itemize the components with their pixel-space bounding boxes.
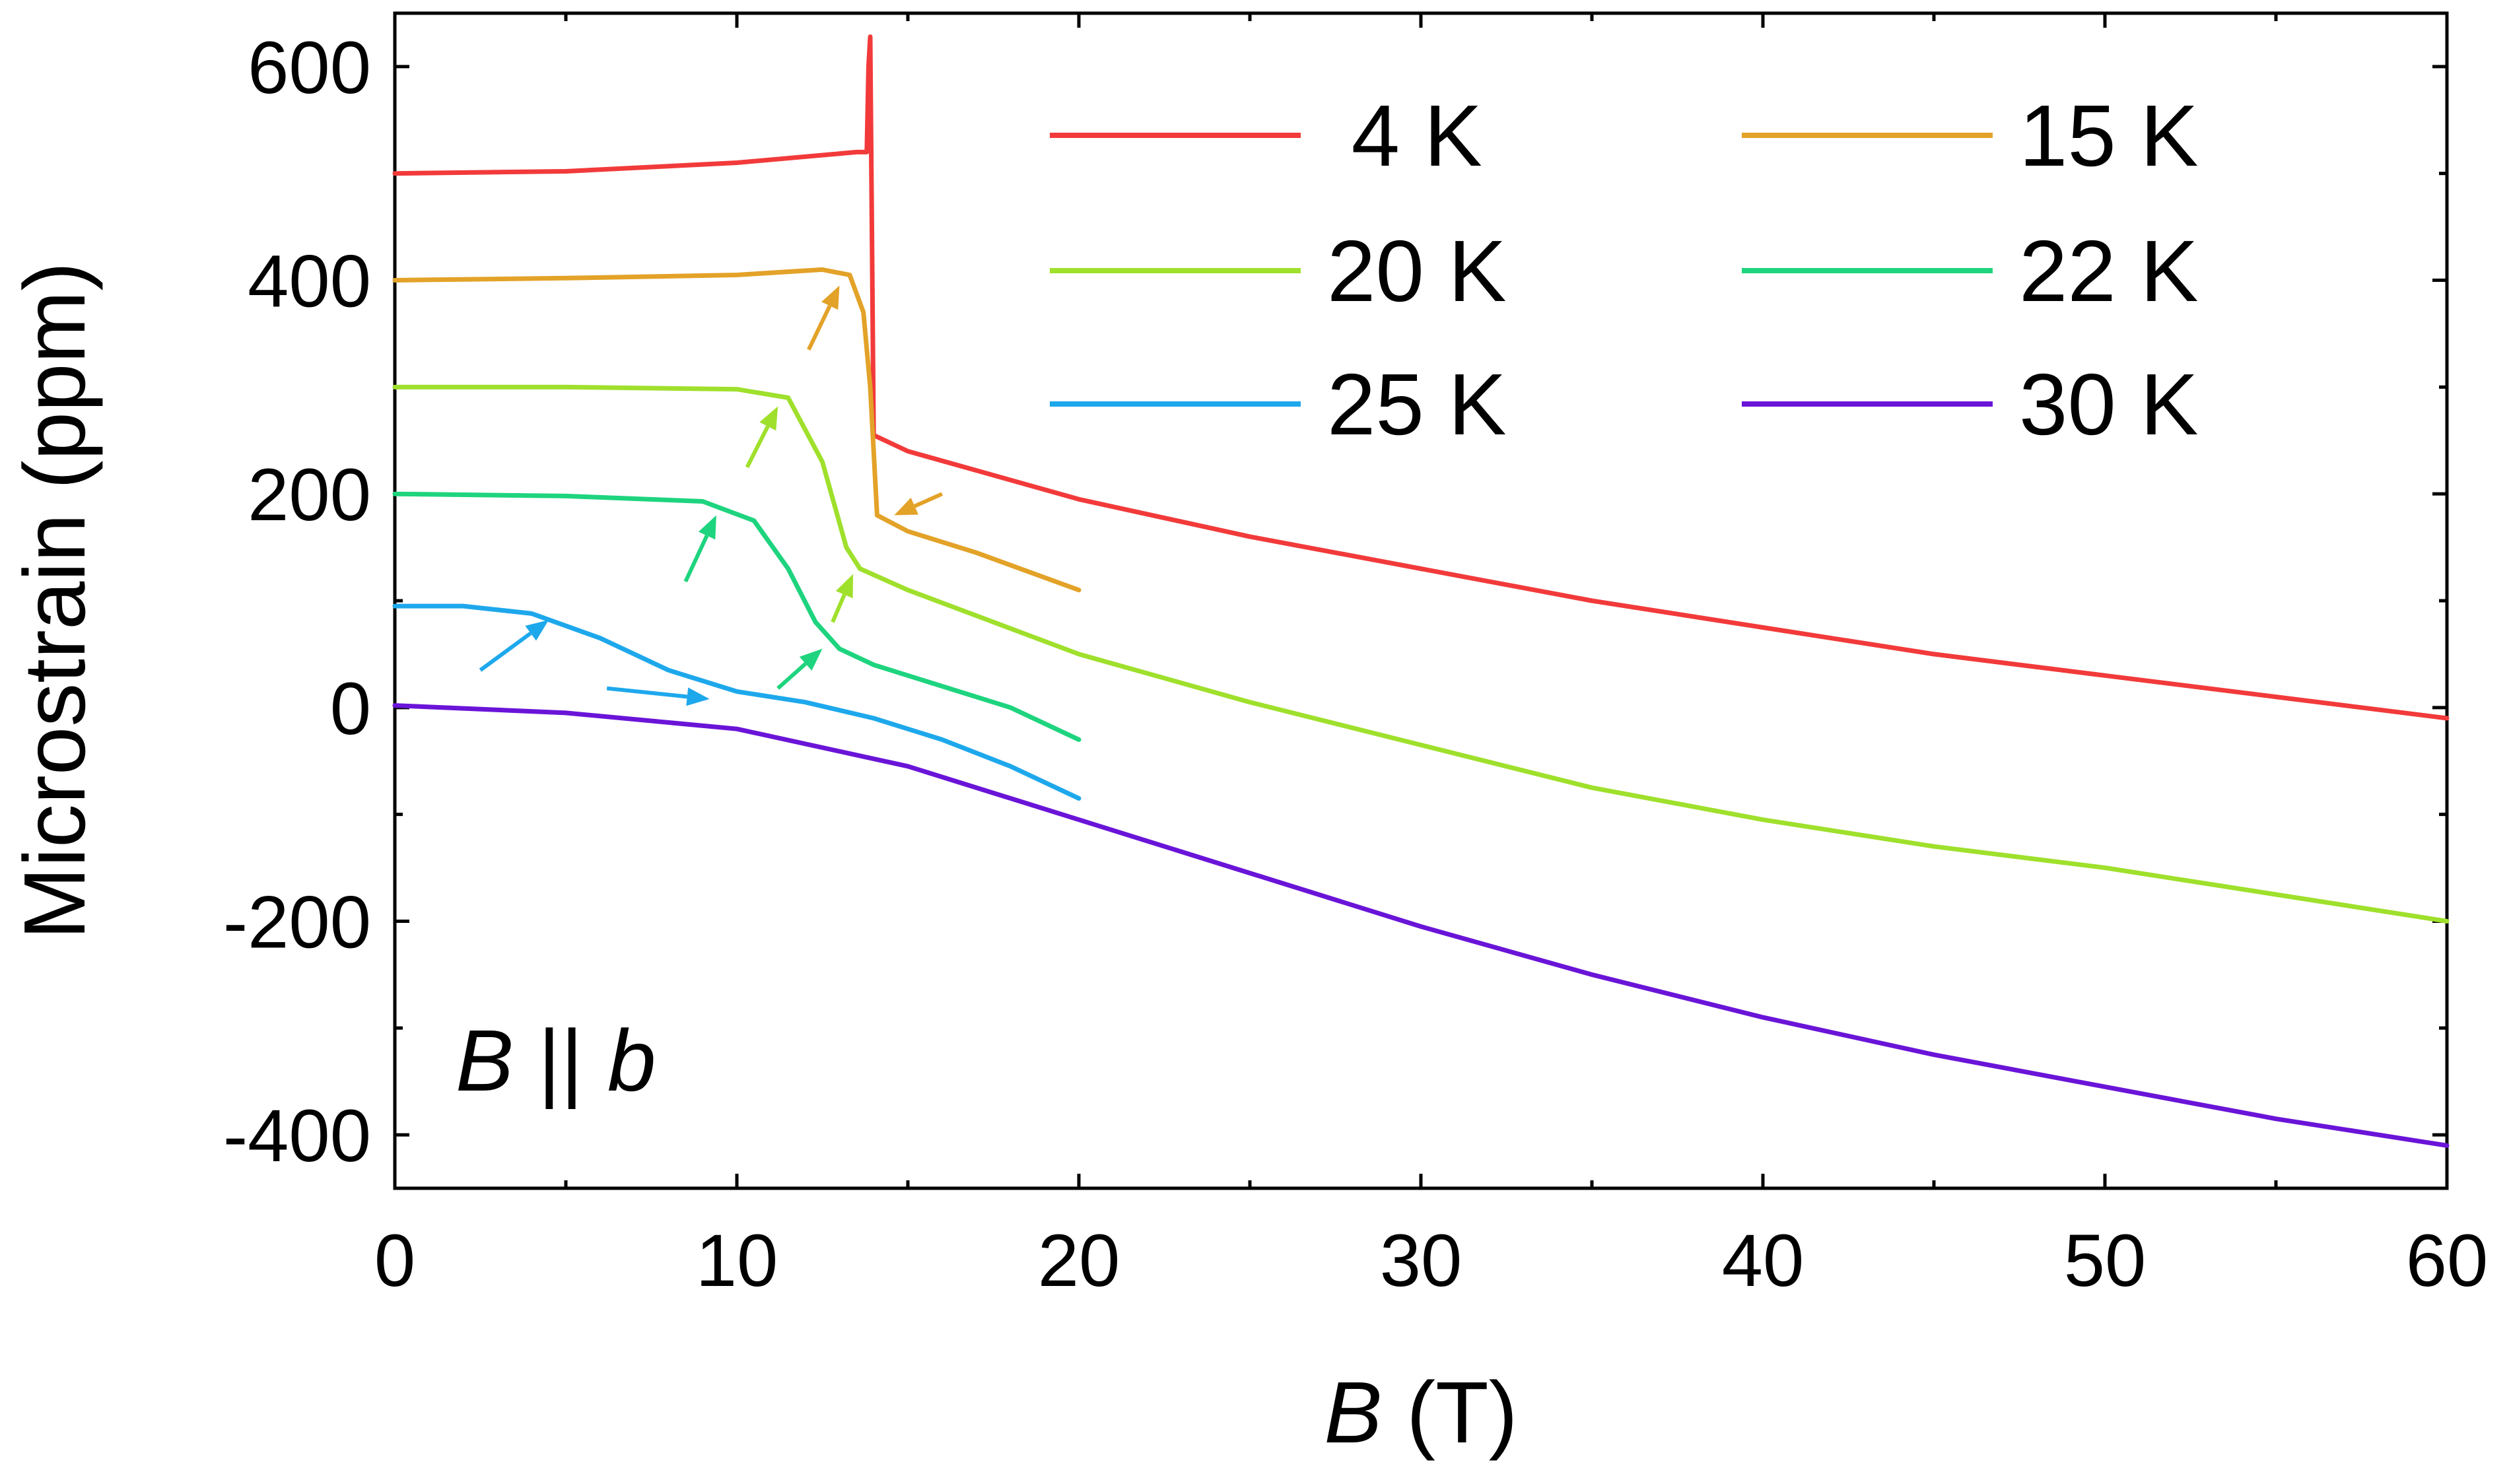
legend-item-22k: 22 K (1742, 222, 2199, 320)
arrow-shaft (807, 304, 832, 351)
x-tick-label: 10 (696, 1219, 778, 1302)
legend-label: 15 K (2019, 87, 2199, 184)
legend-label: 30 K (2019, 356, 2199, 453)
legend-label: 4 K (1327, 87, 1482, 184)
x-axis-title: B (T) (1324, 1364, 1517, 1461)
legend: 4 K 15 K 20 K 22 K 25 K 30 K (1050, 87, 2199, 453)
transition-arrow (606, 686, 710, 706)
legend-item-20k: 20 K (1050, 222, 1507, 320)
x-tick-label: 60 (2406, 1219, 2489, 1302)
y-axis-title: Microstrain (ppm) (6, 262, 103, 940)
arrow-shaft (606, 686, 688, 699)
y-tick-label: 600 (248, 26, 371, 109)
transition-arrow (479, 620, 549, 672)
annotation-sep: || (514, 1012, 607, 1109)
x-tick-label: 30 (1380, 1219, 1462, 1302)
y-tick-label: -200 (223, 881, 371, 963)
arrow-shaft (745, 425, 770, 469)
arrow-shaft (683, 535, 709, 583)
arrow-shaft (914, 492, 944, 508)
transition-arrow (745, 406, 778, 469)
series-line-22k (392, 491, 1082, 742)
series-line-25k (392, 603, 1082, 801)
field-orientation-annotation: B || b (456, 1012, 656, 1109)
legend-item-25k: 25 K (1050, 356, 1507, 453)
arrow-shaft (479, 631, 532, 672)
transition-arrow (776, 648, 823, 690)
arrow-head (835, 574, 854, 599)
arrow-head (799, 648, 823, 671)
arrow-shaft (831, 593, 846, 623)
y-tick-label: 0 (330, 667, 371, 750)
legend-item-4k: 4 K (1050, 87, 1482, 184)
x-tick-label: 0 (374, 1219, 415, 1302)
legend-label: 22 K (2019, 222, 2199, 320)
arrow-head (759, 406, 778, 431)
transition-arrows (479, 285, 944, 706)
legend-label: 20 K (1327, 222, 1507, 320)
y-tick-label: 200 (248, 454, 371, 536)
transition-arrow (831, 574, 854, 623)
transition-arrow (683, 515, 716, 583)
series-line-15k (392, 267, 1082, 593)
y-tick-labels: -400 -200 0 200 400 600 (223, 26, 371, 1177)
x-tick-labels: 0 10 20 30 40 50 60 (374, 1219, 2488, 1302)
y-tick-label: 400 (248, 240, 371, 323)
data-series (392, 34, 2450, 1148)
plot-frame (393, 11, 2449, 1190)
y-tick-label: -400 (223, 1095, 371, 1177)
transition-arrow (807, 285, 840, 351)
legend-label: 25 K (1327, 356, 1507, 453)
axis-ticks (393, 13, 2449, 1188)
transition-arrow (894, 492, 944, 516)
series-line-30k (392, 703, 2450, 1148)
arrow-head (821, 285, 840, 310)
arrow-head (894, 497, 918, 516)
x-axis-unit: (T) (1382, 1364, 1517, 1461)
arrow-shaft (776, 662, 808, 690)
x-tick-label: 50 (2064, 1219, 2147, 1302)
arrow-head (686, 687, 710, 706)
series-line-4k (392, 34, 2450, 721)
annotation-axis: b (607, 1012, 656, 1109)
x-axis-var: B (1324, 1364, 1382, 1461)
legend-item-30k: 30 K (1742, 356, 2199, 453)
arrow-head (525, 620, 549, 641)
arrow-head (698, 515, 716, 540)
x-tick-label: 20 (1038, 1219, 1120, 1302)
annotation-var: B (456, 1012, 514, 1109)
series-line-20k (392, 384, 2450, 924)
legend-item-15k: 15 K (1742, 87, 2199, 184)
x-tick-label: 40 (1722, 1219, 1804, 1302)
